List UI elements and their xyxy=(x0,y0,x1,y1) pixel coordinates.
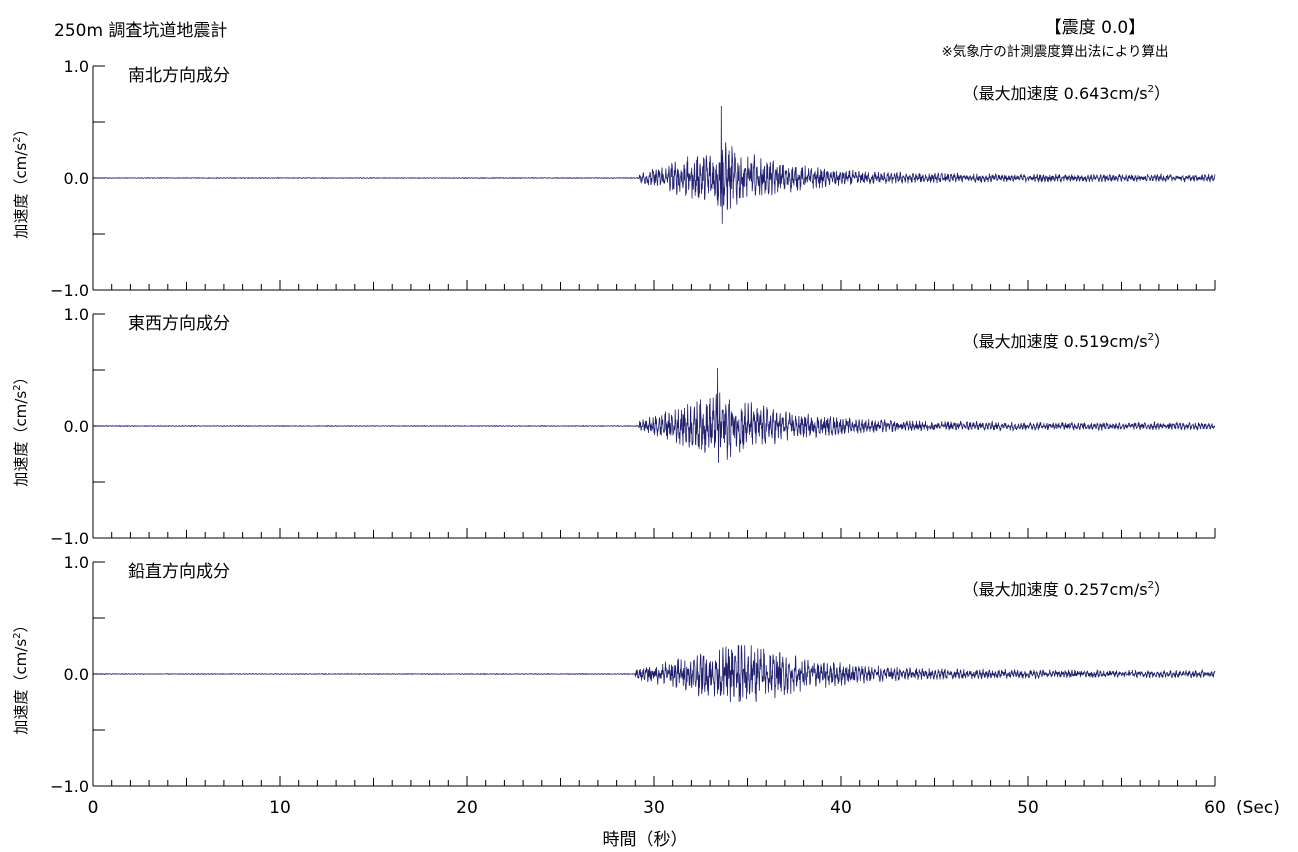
y-axis-title-text: 加速度（cm/s xyxy=(12,639,30,735)
x-tick-label: 40 xyxy=(830,798,852,818)
y-axis-title-close: ） xyxy=(12,121,30,136)
x-tick-label: 30 xyxy=(643,798,665,818)
y-tick-label: 0.0 xyxy=(64,417,89,436)
y-tick-label: 0.0 xyxy=(64,169,89,188)
x-tick-label: 50 xyxy=(1017,798,1039,818)
y-tick-label: −1.0 xyxy=(50,529,89,548)
y-axis-title: 加速度（cm/s2） xyxy=(12,617,30,734)
x-tick-label: 0 xyxy=(88,798,99,818)
y-axis-title-sup: 2 xyxy=(12,632,23,638)
max-acceleration-sup: 2 xyxy=(1148,332,1154,343)
y-axis-title-text: 加速度（cm/s xyxy=(12,391,30,487)
waveform-trace xyxy=(92,367,1216,463)
y-tick-label: −1.0 xyxy=(50,281,89,300)
y-tick-label: −1.0 xyxy=(50,777,89,796)
max-acceleration-text: （最大加速度 0.643cm/s xyxy=(963,84,1148,103)
component-label: 鉛直方向成分 xyxy=(128,562,230,582)
max-acceleration-sup: 2 xyxy=(1148,84,1154,95)
max-acceleration-close: ） xyxy=(1154,580,1170,599)
y-tick-label: 1.0 xyxy=(64,305,89,324)
intensity-note: ※気象庁の計測震度算出法により算出 xyxy=(941,44,1168,60)
max-acceleration-sup: 2 xyxy=(1148,580,1154,591)
y-tick-label: 0.0 xyxy=(64,665,89,684)
max-acceleration-close: ） xyxy=(1154,84,1170,103)
x-tick-label: 10 xyxy=(269,798,291,818)
max-acceleration-close: ） xyxy=(1154,332,1170,351)
x-tick-label: 20 xyxy=(456,798,478,818)
waveform-trace xyxy=(92,105,1216,224)
y-axis-title-close: ） xyxy=(12,617,30,632)
y-axis-title-sup: 2 xyxy=(12,384,23,390)
x-tick-label: 60 xyxy=(1204,798,1226,818)
station-title: 250m 調査坑道地震計 xyxy=(54,21,227,41)
max-acceleration-label: （最大加速度 0.643cm/s2） xyxy=(963,84,1170,103)
intensity-label: 【震度 0.0】 xyxy=(1045,18,1145,38)
waveform-trace xyxy=(92,644,1216,703)
y-axis-title-close: ） xyxy=(12,369,30,384)
component-label: 東西方向成分 xyxy=(128,314,230,334)
y-axis-title-sup: 2 xyxy=(12,136,23,142)
x-axis: 0 10 20 30 40 50 60 (Sec) 時間（秒） xyxy=(88,798,1280,850)
max-acceleration-label: （最大加速度 0.519cm/s2） xyxy=(963,332,1170,351)
y-tick-label: 1.0 xyxy=(64,57,89,76)
max-acceleration-text: （最大加速度 0.519cm/s xyxy=(963,332,1148,351)
x-axis-title: 時間（秒） xyxy=(603,830,688,850)
y-axis-title-text: 加速度（cm/s xyxy=(12,143,30,239)
max-acceleration-label: （最大加速度 0.257cm/s2） xyxy=(963,580,1170,599)
x-unit-label: (Sec) xyxy=(1236,798,1280,818)
y-axis-title: 加速度（cm/s2） xyxy=(12,369,30,486)
y-axis-title: 加速度（cm/s2） xyxy=(12,121,30,238)
max-acceleration-text: （最大加速度 0.257cm/s xyxy=(963,580,1148,599)
y-tick-label: 1.0 xyxy=(64,553,89,572)
component-label: 南北方向成分 xyxy=(128,66,230,86)
